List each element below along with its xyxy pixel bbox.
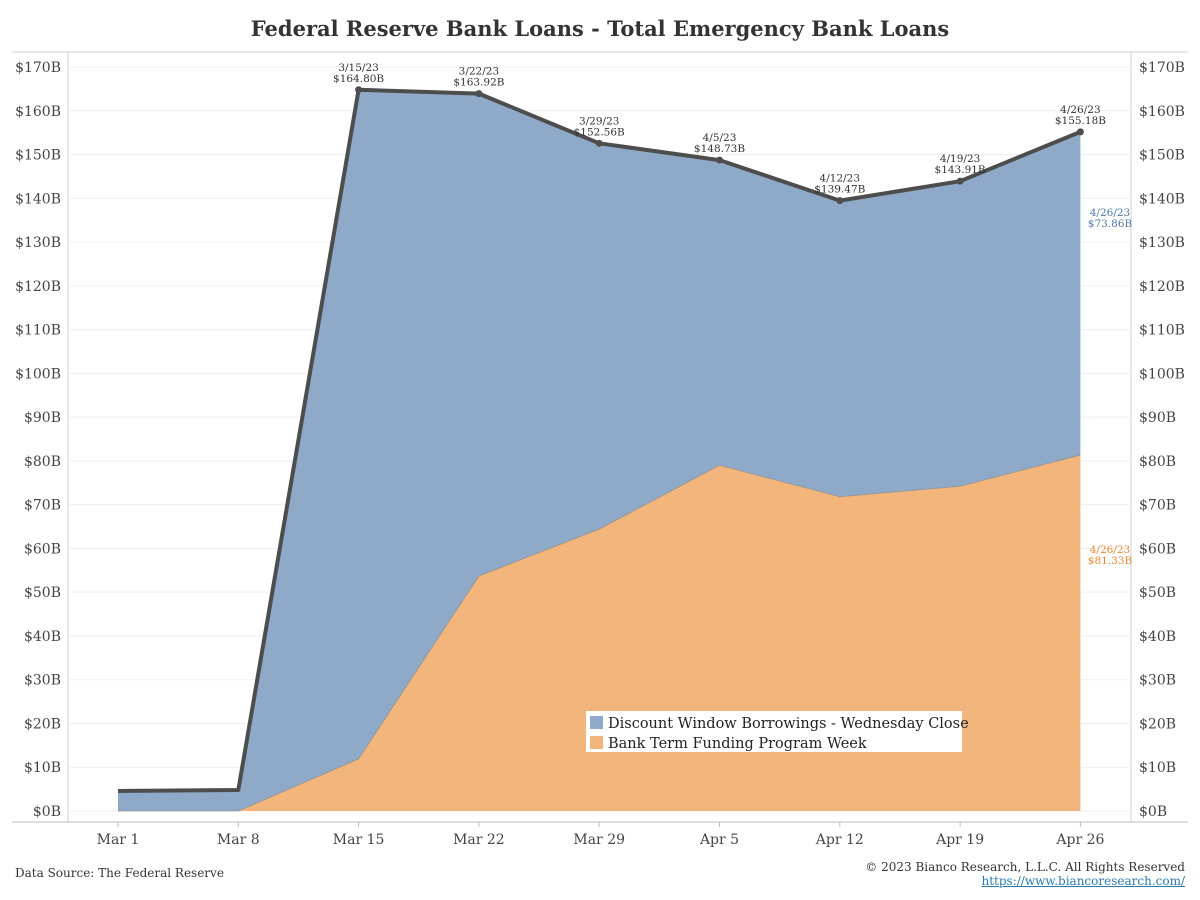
total-value-label: $164.80B [333,73,384,85]
y-tick-label-right: $120B [1139,279,1185,295]
y-tick-label-right: $50B [1139,585,1176,601]
y-tick-label-left: $110B [15,323,61,339]
total-point [1076,128,1084,136]
btfp-boundary-line [118,454,1081,812]
legend-box [586,711,962,752]
y-tick-label-right: $100B [1139,366,1185,382]
y-tick-label-right: $170B [1139,60,1185,76]
chart-title: Federal Reserve Bank Loans - Total Emerg… [250,16,950,41]
y-tick-label-right: $130B [1139,235,1185,251]
y-tick-label-left: $150B [15,148,61,164]
website-link[interactable]: https://www.biancoresearch.com/ [981,874,1185,888]
y-tick-label-left: $130B [15,235,61,251]
btfp-end-value: $81.33B [1088,555,1133,567]
total-value-label: $163.92B [453,77,504,89]
legend-label: Discount Window Borrowings - Wednesday C… [608,716,969,732]
total-value-label: $155.18B [1055,115,1106,127]
total-date-label: 3/22/23 [459,66,499,78]
legend-swatch [590,736,603,749]
y-tick-label-left: $100B [15,366,61,382]
y-tick-label-right: $60B [1139,541,1176,557]
y-tick-label-left: $0B [33,804,61,820]
discount-end-date: 4/26/23 [1090,207,1130,219]
y-tick-label-left: $160B [15,104,61,120]
total-value-label: $143.91B [935,164,986,176]
x-tick-label: Mar 15 [333,832,385,848]
copyright: © 2023 Bianco Research, L.L.C. All Right… [865,860,1185,874]
total-point [716,156,723,164]
y-tick-label-right: $90B [1139,410,1176,426]
y-tick-label-right: $20B [1139,716,1176,732]
total-point [956,177,964,185]
y-tick-label-left: $40B [24,629,61,645]
y-tick-label-right: $140B [1139,191,1185,207]
y-tick-label-left: $140B [15,191,61,207]
total-point [475,90,483,98]
legend-label: Bank Term Funding Program Week [608,736,867,752]
total-value-label: $152.56B [574,126,625,138]
total-date-label: 4/5/23 [703,132,737,144]
y-tick-label-left: $90B [24,410,61,426]
x-tick-label: Apr 26 [1055,832,1104,848]
y-tick-label-left: $70B [24,498,61,514]
y-tick-label-right: $160B [1139,104,1185,120]
y-tick-label-left: $80B [24,454,61,470]
y-tick-label-right: $70B [1139,498,1176,514]
y-tick-label-left: $60B [24,541,61,557]
x-tick-label: Mar 29 [573,832,625,848]
total-date-label: 3/15/23 [338,62,378,74]
total-date-label: 3/29/23 [579,115,619,127]
x-tick-label: Mar 8 [217,832,260,848]
discount-end-value: $73.86B [1088,218,1133,230]
y-tick-label-right: $30B [1139,673,1176,689]
y-tick-label-right: $0B [1139,804,1167,820]
x-tick-label: Mar 1 [97,832,140,848]
y-tick-label-right: $150B [1139,148,1185,164]
total-point [836,197,844,205]
btfp-end-date: 4/26/23 [1090,544,1130,556]
y-tick-label-right: $10B [1139,760,1176,776]
discount-window-area [118,89,1081,812]
y-tick-label-right: $80B [1139,454,1176,470]
legend-swatch [590,716,603,729]
y-tick-label-left: $170B [15,60,61,76]
total-value-label: $148.73B [694,143,745,155]
x-tick-label: Apr 12 [815,832,864,848]
total-point [355,86,363,94]
data-source: Data Source: The Federal Reserve [15,866,224,880]
y-tick-label-left: $30B [24,673,61,689]
y-tick-label-left: $50B [24,585,61,601]
x-tick-label: Apr 19 [935,832,984,848]
total-date-label: 4/19/23 [940,153,980,165]
total-date-label: 4/26/23 [1060,104,1100,116]
y-tick-label-right: $110B [1139,323,1185,339]
y-tick-label-left: $20B [24,716,61,732]
total-value-label: $139.47B [814,184,865,196]
y-tick-label-left: $10B [24,760,61,776]
y-tick-label-left: $120B [15,279,61,295]
total-point [595,139,603,147]
x-tick-label: Mar 22 [453,832,505,848]
total-date-label: 4/12/23 [820,173,860,185]
x-tick-label: Apr 5 [699,832,739,848]
y-tick-label-right: $40B [1139,629,1176,645]
